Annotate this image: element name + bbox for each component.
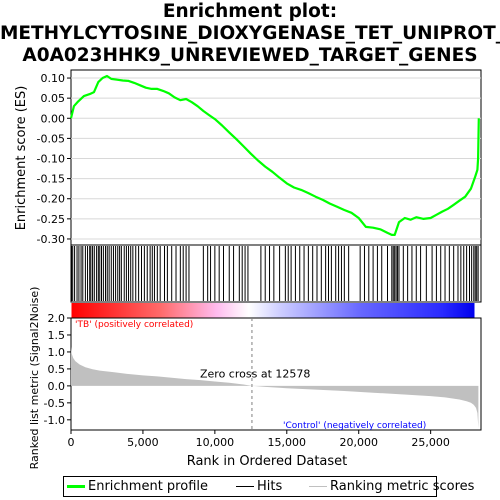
x-tick-label: 25,000 bbox=[411, 436, 450, 449]
negative-correlation-label: 'Control' (negatively correlated) bbox=[283, 421, 426, 431]
positive-correlation-label: 'TB' (positively correlated) bbox=[75, 320, 193, 330]
hits-panel bbox=[70, 244, 482, 318]
ranking-y-tick-label: 1.0 bbox=[48, 346, 66, 359]
ranking-panel-frame bbox=[70, 317, 482, 431]
ranking-y-ticks: -1.0 -0.5 0.0 0.5 1.0 1.5 2.0 bbox=[44, 312, 71, 427]
legend: Enrichment profile Hits Ranking metric s… bbox=[63, 476, 474, 497]
legend-hits-swatch bbox=[236, 486, 254, 487]
legend-hits-label: Hits bbox=[257, 479, 283, 494]
es-y-tick-label: -0.10 bbox=[37, 153, 65, 166]
es-y-tick-label: 0.05 bbox=[41, 92, 66, 105]
es-y-tick-label: -0.15 bbox=[37, 173, 65, 186]
es-panel-frame bbox=[70, 69, 482, 246]
ranking-y-tick-label: -0.5 bbox=[44, 397, 65, 410]
hits-panel-frame bbox=[70, 244, 482, 303]
ranking-y-tick-label: 2.0 bbox=[48, 312, 66, 325]
title-line-3: A0A023HHK9_UNREVIEWED_TARGET_GENES bbox=[22, 45, 478, 66]
ranking-metric-area bbox=[71, 346, 479, 429]
es-panel: -0.30 -0.25 -0.20 -0.15 -0.10 -0.05 0.00 0.05 0.… bbox=[37, 69, 482, 246]
es-y-tick-label: -0.30 bbox=[37, 233, 65, 246]
es-y-tick-label: -0.25 bbox=[37, 213, 65, 226]
es-y-ticks: -0.30 -0.25 -0.20 -0.15 -0.10 -0.05 0.00 0.05 0.… bbox=[37, 72, 71, 246]
title-line-2: METHYLCYTOSINE_DIOXYGENASE_TET_UNIPROT_ bbox=[0, 23, 500, 44]
ranking-y-tick-label: -1.0 bbox=[44, 414, 65, 427]
legend-ranking-label: Ranking metric scores bbox=[330, 479, 475, 494]
zero-cross-label: Zero cross at 12578 bbox=[200, 367, 310, 380]
ranking-y-axis-label: Ranked list metric (Signal2Noise) bbox=[28, 287, 41, 470]
legend-enrichment-swatch bbox=[67, 485, 85, 488]
ranking-y-tick-label: 0.0 bbox=[48, 380, 66, 393]
title-line-1: Enrichment plot: bbox=[162, 1, 338, 22]
enrichment-profile-line bbox=[69, 74, 480, 236]
es-y-axis-label: Enrichment score (ES) bbox=[14, 86, 29, 231]
legend-enrichment-label: Enrichment profile bbox=[88, 479, 208, 494]
es-y-tick-label: -0.20 bbox=[37, 193, 65, 206]
legend-item-hits: Hits bbox=[236, 479, 282, 494]
hits-marks bbox=[71, 246, 479, 301]
ranking-panel: -1.0 -0.5 0.0 0.5 1.0 1.5 2.0 0 5,000 10,000 15,0… bbox=[44, 312, 482, 449]
chart-title: Enrichment plot: METHYLCYTOSINE_DIOXYGEN… bbox=[0, 1, 500, 67]
x-tick-label: 15,000 bbox=[268, 436, 307, 449]
legend-item-enrichment: Enrichment profile bbox=[67, 479, 208, 494]
ranking-y-tick-label: 0.5 bbox=[48, 363, 66, 376]
x-axis-label: Rank in Ordered Dataset bbox=[187, 454, 348, 469]
x-tick-label: 5,000 bbox=[127, 436, 159, 449]
es-y-tick-label: 0.00 bbox=[41, 112, 66, 125]
ranking-y-tick-label: 1.5 bbox=[48, 329, 66, 342]
x-tick-label: 0 bbox=[68, 436, 75, 449]
ranking-x-ticks: 0 5,000 10,000 15,000 20,000 25,000 bbox=[68, 430, 450, 449]
legend-ranking-swatch bbox=[309, 486, 327, 487]
x-tick-label: 20,000 bbox=[339, 436, 378, 449]
legend-item-ranking: Ranking metric scores bbox=[309, 479, 474, 494]
es-y-tick-label: -0.05 bbox=[37, 132, 65, 145]
ranking-color-bar bbox=[71, 303, 475, 318]
es-y-tick-label: 0.10 bbox=[41, 72, 66, 85]
x-tick-label: 10,000 bbox=[196, 436, 235, 449]
